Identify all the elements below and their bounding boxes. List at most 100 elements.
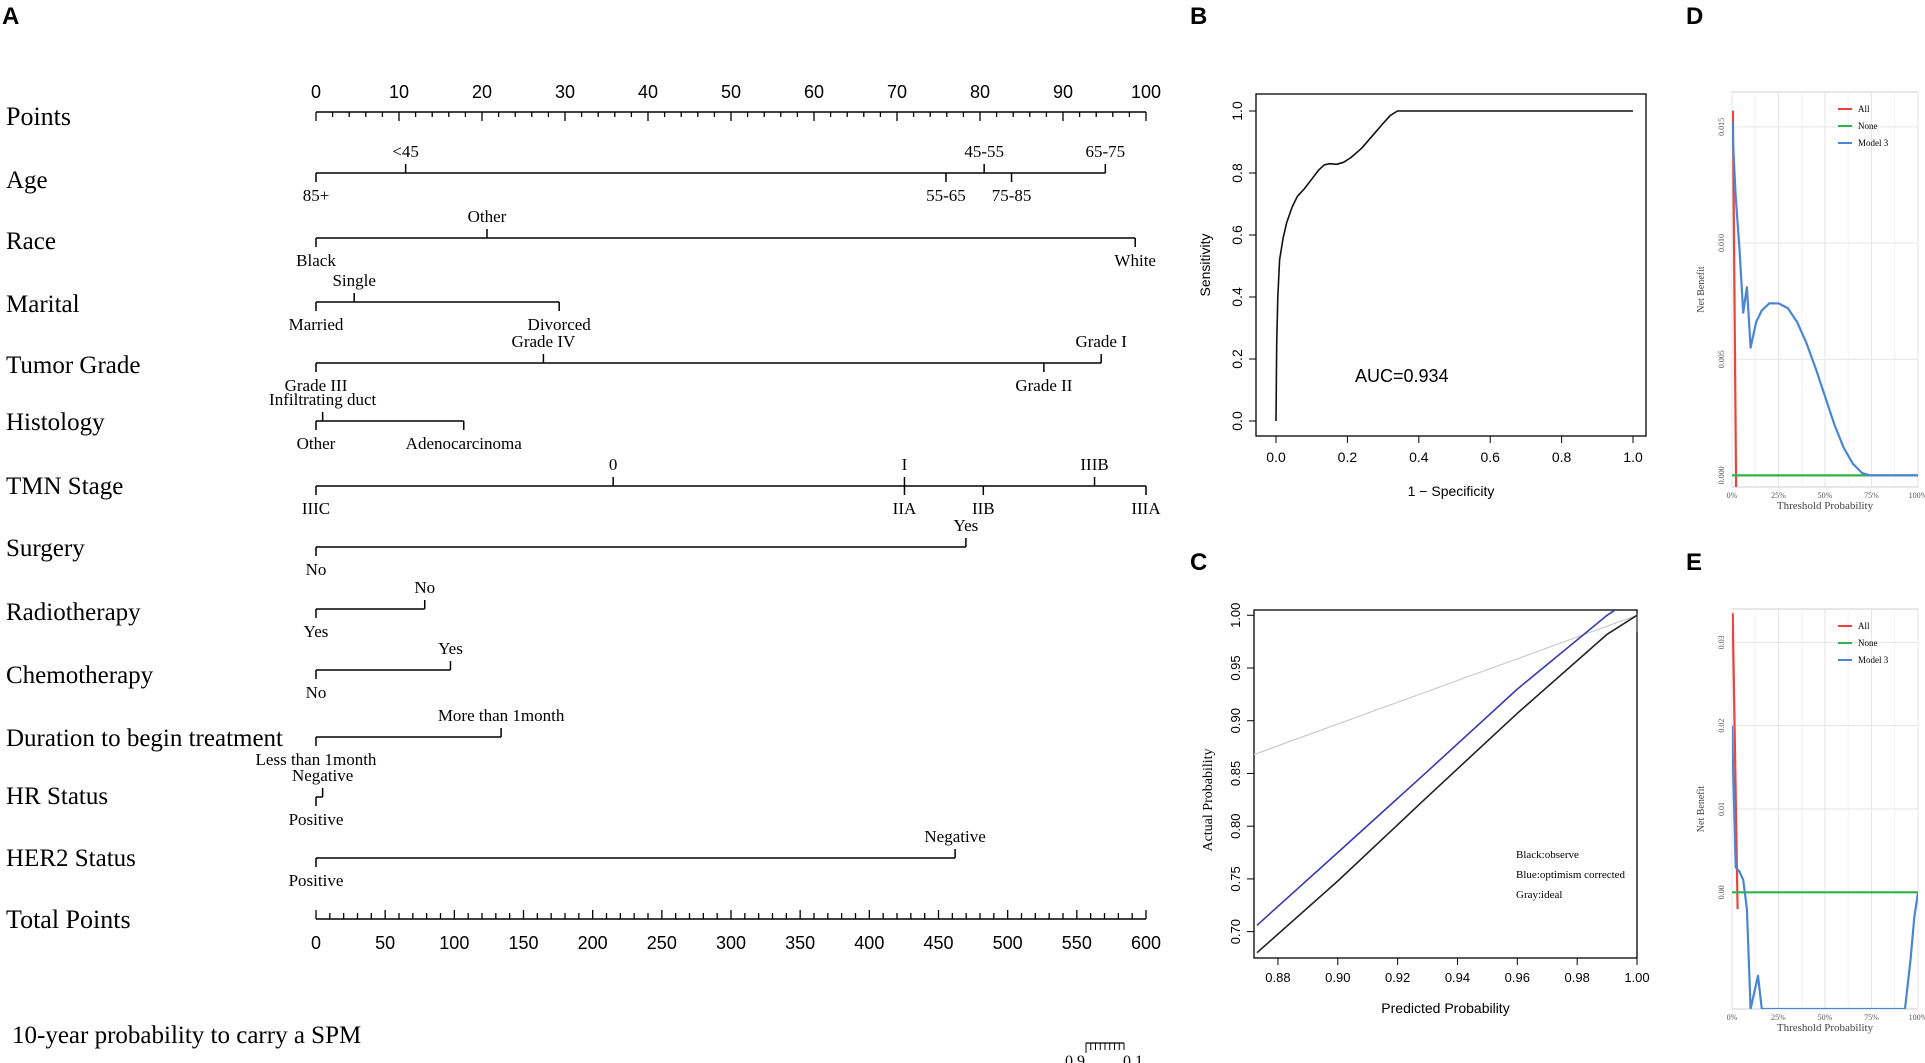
- total-points-tick-label: 300: [716, 933, 746, 953]
- roc-curve-panel: 0.0 0.2 0.4 0.6 0.8 1.0 0.0 0.2 0.4 0.6 0.8 1.0 1 − …: [1197, 93, 1647, 499]
- dca-d-y-tick-label: 0.005: [1717, 350, 1726, 368]
- dca-e-x-tick-label: 75%: [1864, 1013, 1879, 1022]
- dca-d-x-tick-label: 25%: [1771, 491, 1786, 500]
- variable-label-duration-to-begin-treatment: Duration to begin treatment: [6, 725, 283, 752]
- dca-e-series-model-3: [1732, 725, 1918, 1009]
- auc-annotation: AUC=0.934: [1355, 366, 1449, 386]
- points-tick-label: 20: [472, 82, 492, 102]
- calibration-series-ideal: [1254, 614, 1637, 756]
- calibration-x-tick-label: 0.90: [1325, 970, 1350, 985]
- dca-d-series-all: [1732, 110, 1738, 487]
- roc-x-tick-label: 0.0: [1266, 449, 1286, 465]
- level-label-grade-iv: Grade IV: [512, 332, 576, 351]
- level-label-yes: Yes: [438, 639, 463, 658]
- panel-label-c: C: [1190, 549, 1207, 576]
- decision-curve-d-panel: 0% 25% 50% 75% 100% 0.000 0.005 0.010 0.015 Thres…: [1696, 91, 1925, 512]
- roc-y-tick-label: 0.8: [1229, 163, 1245, 183]
- variable-label-tumor-grade: Tumor Grade: [6, 352, 141, 379]
- level-label-0: 0: [609, 455, 618, 474]
- variable-label-her2-status: HER2 Status: [6, 845, 136, 872]
- calibration-x-tick-label: 0.96: [1505, 970, 1530, 985]
- dca-d-y-tick-label: 0.000: [1717, 466, 1726, 484]
- level-label-no: No: [414, 578, 435, 597]
- calibration-x-tick-label: 0.94: [1445, 970, 1470, 985]
- dca-e-y-axis-label: Net Benefit: [1696, 786, 1707, 833]
- level-label-yes: Yes: [304, 622, 329, 641]
- total-points-tick-label: 450: [923, 933, 953, 953]
- dca-e-y-tick-label: 0.03: [1717, 635, 1726, 649]
- dca-e-y-tick-label: 0.02: [1717, 719, 1726, 733]
- total-points-title: Total Points: [6, 905, 131, 934]
- roc-x-tick-label: 0.2: [1338, 449, 1358, 465]
- level-label-married: Married: [289, 315, 344, 334]
- roc-x-tick-label: 0.4: [1409, 449, 1429, 465]
- dca-e-series-all: [1732, 613, 1739, 910]
- level-label-iib: IIB: [972, 499, 995, 518]
- calibration-y-tick-label: 0.80: [1228, 814, 1243, 839]
- calibration-y-tick-label: 0.75: [1228, 866, 1243, 891]
- roc-y-tick-label: 0.4: [1229, 287, 1245, 307]
- dca-e-x-axis-label: Threshold Probability: [1777, 1022, 1874, 1034]
- level-label-45-55: 45-55: [964, 142, 1004, 161]
- level-label-65-75: 65-75: [1085, 142, 1125, 161]
- dca-e-y-tick-label: 0.00: [1717, 885, 1726, 899]
- roc-y-tick-label: 1.0: [1229, 101, 1245, 121]
- total-points-tick-label: 100: [439, 933, 469, 953]
- dca-d-x-axis-label: Threshold Probability: [1777, 500, 1874, 512]
- dca-e-legend-entry: Model 3: [1858, 655, 1889, 665]
- calibration-y-tick-label: 0.70: [1228, 919, 1243, 944]
- dca-e-x-tick-label: 50%: [1818, 1013, 1833, 1022]
- level-label-negative: Negative: [924, 827, 985, 846]
- calibration-y-tick-label: 1.00: [1228, 603, 1243, 628]
- roc-x-tick-label: 0.8: [1552, 449, 1572, 465]
- calibration-legend-entry: Gray:ideal: [1516, 889, 1562, 901]
- points-tick-label: 70: [887, 82, 907, 102]
- level-label-iiib: IIIB: [1080, 455, 1108, 474]
- calibration-curve-panel: 0.88 0.90 0.92 0.94 0.96 0.98 1.00 0.70 0.75 0.80…: [1201, 603, 1650, 1016]
- variable-label-age: Age: [6, 167, 48, 194]
- probability-tick-label: 0.1: [1123, 1053, 1143, 1063]
- total-points-tick-label: 200: [578, 933, 608, 953]
- points-tick-label: 100: [1131, 82, 1161, 102]
- total-points-tick-label: 400: [854, 933, 884, 953]
- panel-label-b: B: [1190, 3, 1207, 30]
- roc-x-tick-label: 1.0: [1623, 449, 1643, 465]
- level-label-infiltrating-duct: Infiltrating duct: [269, 390, 376, 409]
- dca-d-y-axis-label: Net Benefit: [1696, 266, 1707, 313]
- dca-e-y-tick-label: 0.01: [1717, 802, 1726, 816]
- points-tick-label: 60: [804, 82, 824, 102]
- dca-d-series-model-3: [1732, 122, 1918, 477]
- roc-y-tick-label: 0.0: [1229, 411, 1245, 431]
- roc-y-tick-label: 0.6: [1229, 225, 1245, 245]
- variable-label-radiotherapy: Radiotherapy: [6, 599, 141, 626]
- total-points-tick-label: 600: [1131, 933, 1161, 953]
- level-label-i: I: [902, 455, 908, 474]
- total-points-tick-label: 550: [1062, 933, 1092, 953]
- calibration-series-optimism-corrected: [1256, 610, 1617, 926]
- dca-e-x-tick-label: 100%: [1909, 1013, 1925, 1022]
- level-label-45: <45: [392, 142, 419, 161]
- level-label-single: Single: [332, 271, 375, 290]
- calibration-plot-frame: [1253, 609, 1638, 959]
- level-label-85: 85+: [303, 186, 330, 205]
- level-label-other: Other: [297, 434, 336, 453]
- points-tick-label: 90: [1053, 82, 1073, 102]
- variable-label-marital: Marital: [6, 291, 80, 318]
- calibration-y-axis-label: Actual Probability: [1201, 748, 1216, 851]
- dca-e-series-group: [1732, 613, 1918, 1009]
- calibration-x-tick-label: 0.98: [1565, 970, 1590, 985]
- dca-d-series-group: [1732, 110, 1918, 487]
- calibration-legend-entry: Blue:optimism corrected: [1516, 869, 1626, 881]
- level-label-iia: IIA: [893, 499, 917, 518]
- calibration-x-tick-label: 1.00: [1624, 970, 1649, 985]
- variable-label-histology: Histology: [6, 409, 105, 436]
- level-label-55-65: 55-65: [926, 186, 966, 205]
- total-points-tick-label: 0: [311, 933, 321, 953]
- total-points-tick-label: 250: [647, 933, 677, 953]
- level-label-75-85: 75-85: [992, 186, 1032, 205]
- points-tick-label: 10: [389, 82, 409, 102]
- dca-e-legend-entry: All: [1858, 621, 1870, 631]
- level-label-other: Other: [468, 207, 507, 226]
- level-label-positive: Positive: [289, 871, 344, 890]
- variable-label-race: Race: [6, 228, 56, 255]
